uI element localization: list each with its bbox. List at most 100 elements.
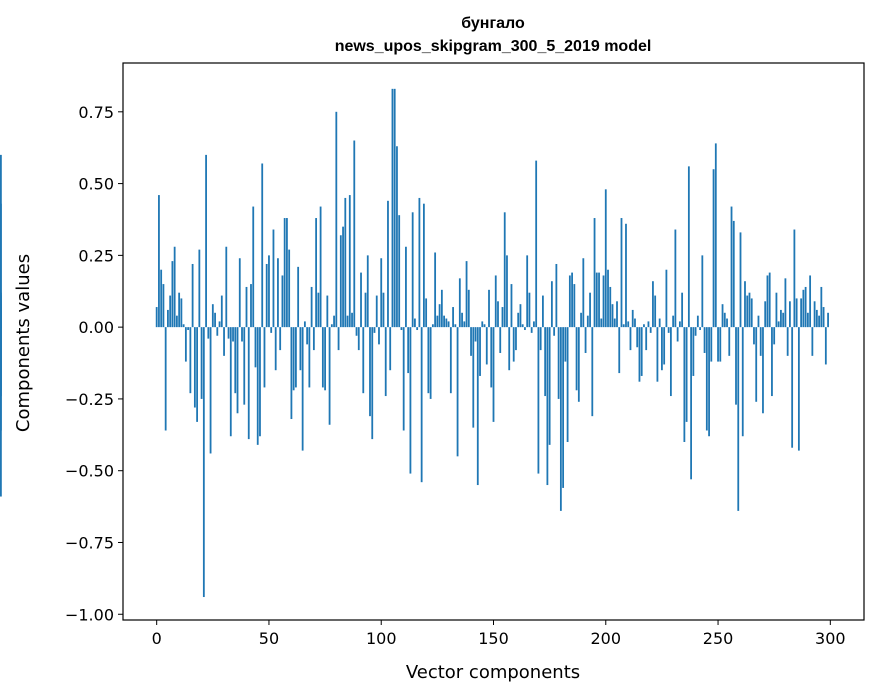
bar <box>789 301 791 328</box>
bar <box>512 327 515 362</box>
bar <box>658 318 661 328</box>
bar <box>629 327 632 351</box>
bar <box>288 249 291 328</box>
bar <box>297 266 300 328</box>
bar <box>663 327 666 365</box>
bar <box>416 327 419 331</box>
bar <box>393 88 396 328</box>
bar <box>326 295 329 328</box>
bar <box>795 298 798 328</box>
bar <box>252 206 255 328</box>
bar <box>553 327 556 336</box>
bar <box>827 312 829 328</box>
bar <box>387 200 389 328</box>
y-tick-label: −0.75 <box>65 533 114 552</box>
bar <box>324 327 326 391</box>
x-tick-label: 300 <box>815 629 846 648</box>
bar <box>434 252 437 328</box>
bar <box>548 327 551 445</box>
bar <box>245 286 248 328</box>
bar <box>730 206 733 328</box>
bar <box>555 263 558 328</box>
bar <box>517 312 520 328</box>
bar <box>586 315 589 328</box>
bar <box>0 304 2 328</box>
bar <box>470 327 472 356</box>
bar <box>564 327 567 362</box>
bar <box>351 312 353 328</box>
bar <box>458 278 461 328</box>
bar <box>818 315 820 328</box>
bar <box>306 327 309 345</box>
bar <box>369 327 371 417</box>
bar <box>593 218 596 328</box>
bar <box>171 261 174 328</box>
y-axis-ticks: 0.75 0.50 0.25 0.00 −0.25 −0.50 −0.75 −1.00 <box>65 103 123 624</box>
bar <box>272 229 275 328</box>
bar <box>735 327 737 405</box>
bar <box>748 292 751 328</box>
bar <box>476 327 479 486</box>
bar <box>562 327 565 488</box>
bar <box>198 249 201 328</box>
bar <box>243 327 246 405</box>
bar <box>589 292 591 328</box>
bar <box>182 324 185 328</box>
bar <box>427 327 430 394</box>
bar <box>800 298 803 328</box>
y-tick-label: 0.75 <box>78 103 114 122</box>
bar <box>744 281 746 328</box>
y-tick-label: −0.50 <box>65 462 114 481</box>
bar <box>342 226 344 328</box>
bar <box>793 229 796 328</box>
bar <box>550 281 553 328</box>
bar <box>474 327 477 342</box>
bar <box>382 292 385 328</box>
bar <box>384 327 387 397</box>
bar <box>431 324 434 328</box>
bar <box>497 301 499 328</box>
y-tick-label: 0.50 <box>78 175 114 194</box>
bar <box>160 269 163 328</box>
bar <box>211 304 214 328</box>
bar <box>216 327 219 336</box>
bar <box>263 327 266 388</box>
bar <box>364 292 367 328</box>
bar <box>802 289 805 328</box>
bar <box>223 327 225 356</box>
bar <box>315 218 318 328</box>
bar <box>189 327 192 394</box>
bar <box>256 327 259 445</box>
bar <box>757 315 760 328</box>
bar <box>274 327 277 371</box>
bar <box>568 275 571 328</box>
bar <box>481 321 484 328</box>
bar <box>265 263 268 328</box>
bar <box>214 312 216 328</box>
bar <box>333 315 335 328</box>
bar <box>229 327 232 437</box>
bar <box>207 327 210 339</box>
bar <box>824 327 827 365</box>
bar <box>647 321 650 328</box>
bar <box>542 295 544 328</box>
bar <box>490 327 493 388</box>
bar <box>573 284 576 328</box>
bar <box>238 258 241 328</box>
bar <box>780 309 782 328</box>
bar <box>400 327 403 331</box>
bar <box>158 195 160 328</box>
bar <box>544 327 547 397</box>
bar <box>696 315 699 328</box>
bar <box>380 258 383 328</box>
bar <box>622 324 625 328</box>
bar <box>191 263 194 328</box>
bar <box>440 289 443 328</box>
bar <box>335 111 338 328</box>
bar <box>485 327 488 365</box>
bar <box>447 321 450 328</box>
bar <box>205 154 207 328</box>
bar <box>524 327 526 331</box>
bar <box>598 272 600 328</box>
bar <box>714 143 717 328</box>
